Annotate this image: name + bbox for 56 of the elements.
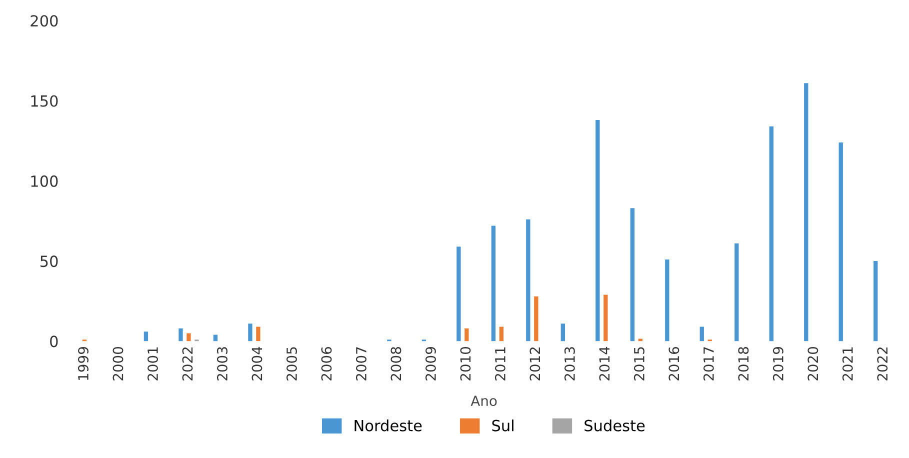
bar [248,324,252,342]
y-tick-label: 200 [30,15,58,27]
bar [769,126,774,342]
x-tick-label: 2012 [530,347,540,380]
x-tick-label: 2010 [460,346,471,380]
x-tick-label: 2014 [599,346,610,380]
legend-label: Sul [492,420,514,432]
x-tick-label: 2022 [182,347,193,380]
x-tick-label: 1999 [78,347,89,380]
bar [186,333,191,342]
bar [499,326,504,342]
bar [144,332,148,342]
x-tick-label: 2022 [877,347,888,380]
bar [456,246,461,342]
bar [734,243,739,342]
x-tick-label: 2019 [772,347,784,380]
bar [630,208,634,342]
x-tick-label: 2020 [808,346,818,380]
bar [874,261,878,342]
x-tick-label: 2001 [147,347,158,380]
bar [213,334,218,342]
y-tick-label: 100 [31,175,58,187]
x-tick-label: 2004 [252,346,262,380]
y-tick-label: 50 [40,256,58,268]
x-tick-label: 2000 [112,346,124,380]
y-tick-label: 150 [31,95,58,107]
x-tick-label: 2005 [286,347,297,380]
bar [534,296,538,342]
bar [464,328,469,342]
x-tick-label: 2013 [564,347,575,380]
bar [700,326,704,342]
x-tick-label: 2017 [703,347,714,380]
x-tick-label: 2008 [390,347,402,380]
bar [178,328,183,342]
bar [256,326,260,342]
bar [838,142,843,342]
bar [526,219,530,342]
bar [665,259,670,342]
x-tick-label: 2018 [738,347,749,380]
x-tick-label: 2015 [634,347,644,380]
x-axis-title: Ano [470,396,497,406]
bar [596,120,600,342]
x-tick-label: 2006 [321,346,332,380]
x-tick-label: 2011 [494,347,506,380]
legend-label: Nordeste [354,420,422,432]
bar [491,226,496,342]
bar [604,294,608,342]
x-tick-label: 2021 [842,347,853,380]
x-tick-label: 2003 [216,347,228,380]
y-tick-label: 0 [50,336,58,348]
bar [804,83,808,342]
legend-label: Sudeste [584,420,645,432]
x-tick-label: 2016 [668,346,680,380]
x-tick-label: 2009 [425,347,436,380]
x-tick-label: 2007 [356,347,366,380]
bar [560,324,565,342]
